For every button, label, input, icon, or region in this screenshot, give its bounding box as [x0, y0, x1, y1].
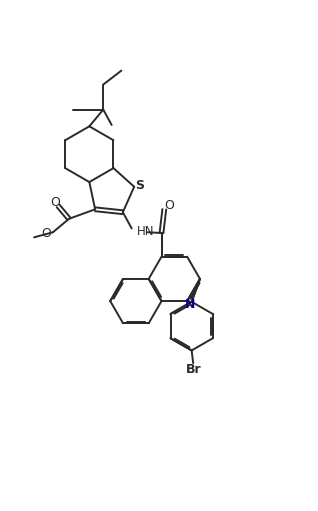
Text: O: O [164, 199, 174, 212]
Text: S: S [135, 179, 144, 192]
Text: HN: HN [136, 225, 154, 238]
Text: O: O [50, 196, 60, 208]
Text: N: N [184, 298, 195, 311]
Text: Br: Br [185, 363, 201, 376]
Text: O: O [41, 227, 51, 240]
